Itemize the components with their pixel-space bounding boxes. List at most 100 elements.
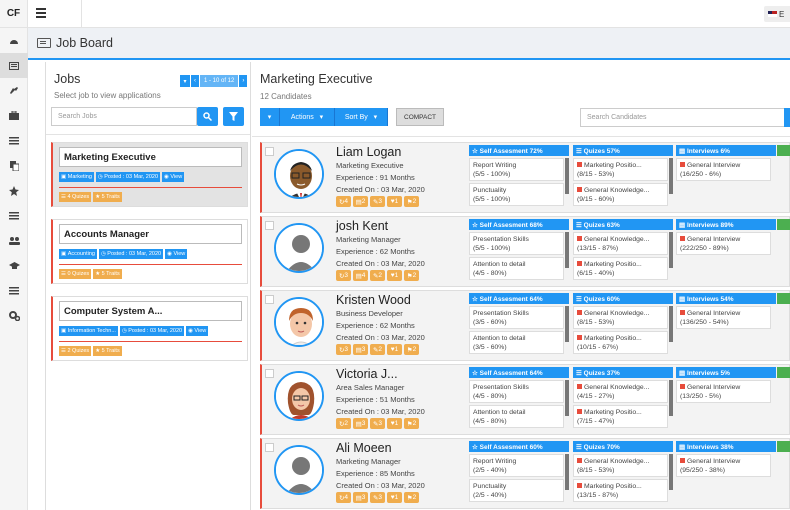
candidate-name[interactable]: Liam Logan	[336, 145, 402, 159]
candidate-card[interactable]: Kristen Wood Business Developer Experien…	[260, 290, 790, 361]
interviews-header[interactable]: ▤ Interviews 54%	[676, 293, 776, 304]
trash-icon	[577, 458, 582, 463]
quizes-tag: ☰ 4 Quizes	[59, 192, 92, 202]
scrollbar[interactable]	[565, 454, 569, 490]
search-candidates-input[interactable]: Search Candidates	[580, 108, 790, 127]
search-button[interactable]	[197, 107, 218, 126]
candidate-name[interactable]: Kristen Wood	[336, 293, 411, 307]
stat-badge: ⚑ 2	[404, 492, 419, 503]
page-header: Job Board	[28, 28, 790, 60]
interviews-header[interactable]: ▤ Interviews 6%	[676, 145, 776, 156]
candidate-name[interactable]: josh Kent	[336, 219, 389, 233]
interviews-header[interactable]: ▤ Interviews 38%	[676, 441, 776, 452]
settings-icon[interactable]	[0, 303, 28, 328]
select-dropdown-button[interactable]: ▾	[260, 108, 280, 126]
posted-tag: ◷ Posted : 03 Mar, 2020	[119, 326, 185, 336]
scrollbar[interactable]	[669, 306, 673, 342]
actions-dropdown[interactable]: Actions ▾	[280, 108, 335, 126]
stat-badges: ↻ 4 ▤ 3 ✎ 3 ♥ 1 ⚑ 2	[336, 492, 421, 503]
candidate-card[interactable]: Victoria J... Area Sales Manager Experie…	[260, 364, 790, 435]
copy-icon[interactable]	[0, 153, 28, 178]
wrench-icon[interactable]	[0, 78, 28, 103]
prev-page-button[interactable]: ‹	[191, 75, 199, 87]
jobs-panel: Jobs Select job to view applications ▾ ‹…	[45, 62, 251, 510]
scrollbar[interactable]	[669, 232, 673, 268]
quiz-item: Marketing Positio... (6/15 - 40%)	[573, 257, 668, 280]
candidate-name[interactable]: Victoria J...	[336, 367, 398, 381]
dashboard-icon[interactable]	[0, 28, 28, 53]
view-button[interactable]: ◉ View	[162, 172, 185, 182]
self-assessment-header[interactable]: ☆ Self Assesment 64%	[469, 293, 569, 304]
filter-button[interactable]	[223, 107, 244, 126]
interviews-header[interactable]: ▤ Interviews 5%	[676, 367, 776, 378]
users-icon[interactable]	[0, 228, 28, 253]
quizes-section: ☰ Quizes 70% General Knowledge... (8/15 -…	[573, 441, 673, 503]
scrollbar[interactable]	[565, 158, 569, 194]
view-button[interactable]: ◉ View	[165, 249, 188, 259]
scrollbar[interactable]	[565, 232, 569, 268]
trash-icon	[680, 458, 685, 463]
candidate-card[interactable]: Liam Logan Marketing Executive Experienc…	[260, 142, 790, 213]
candidate-checkbox[interactable]	[265, 295, 274, 304]
candidate-role: Marketing Manager	[336, 235, 401, 244]
stat-badges: ↻ 3 ▤ 4 ✎ 2 ♥ 1 ⚑ 2	[336, 270, 421, 281]
search-jobs-input[interactable]: Search Jobs	[51, 107, 197, 126]
trash-icon	[680, 162, 685, 167]
menu-toggle-icon[interactable]	[36, 8, 46, 18]
graduation-cap-icon[interactable]	[0, 253, 28, 278]
job-title: Marketing Executive	[59, 147, 242, 167]
candidate-card[interactable]: josh Kent Marketing Manager Experience :…	[260, 216, 790, 287]
quizes-header[interactable]: ☰ Quizes 37%	[573, 367, 673, 378]
list-icon[interactable]	[0, 128, 28, 153]
search-candidates-button[interactable]	[784, 108, 790, 127]
scrollbar[interactable]	[669, 158, 673, 194]
self-assessment-header[interactable]: ☆ Self Assesment 64%	[469, 367, 569, 378]
stat-badge: ✎ 3	[370, 418, 385, 429]
assessment-item: Presentation Skills (5/5 - 100%)	[469, 232, 564, 255]
job-card[interactable]: Accounts Manager ▣ Accounting ◷ Posted :…	[51, 219, 248, 284]
traits-tag: ★ 5 Traits	[93, 192, 122, 202]
scrollbar[interactable]	[669, 454, 673, 490]
job-board-icon[interactable]	[0, 53, 28, 78]
interviews-header[interactable]: ▤ Interviews 89%	[676, 219, 776, 230]
self-assessment-section: ☆ Self Assesment 60% Report Writing (2/5 …	[469, 441, 569, 503]
scrollbar[interactable]	[565, 306, 569, 342]
compact-toggle[interactable]: COMPACT	[396, 108, 445, 126]
self-assessment-header[interactable]: ☆ Self Assesment 68%	[469, 219, 569, 230]
list-icon[interactable]	[0, 278, 28, 303]
candidate-name[interactable]: Ali Moeen	[336, 441, 392, 455]
dropdown-caret-icon[interactable]: ▾	[180, 75, 190, 87]
department-tag: ▣ Accounting	[59, 249, 97, 259]
department-tag: ▣ Marketing	[59, 172, 94, 182]
sidebar: CF	[0, 0, 28, 510]
quizes-header[interactable]: ☰ Quizes 63%	[573, 219, 673, 230]
job-card[interactable]: Computer System A... ▣ Information Techn…	[51, 296, 248, 361]
candidate-checkbox[interactable]	[265, 221, 274, 230]
briefcase-icon[interactable]	[0, 103, 28, 128]
candidate-checkbox[interactable]	[265, 369, 274, 378]
quizes-header[interactable]: ☰ Quizes 57%	[573, 145, 673, 156]
app-logo[interactable]: CF	[0, 0, 27, 28]
self-assessment-header[interactable]: ☆ Self Assesment 60%	[469, 441, 569, 452]
quizes-header[interactable]: ☰ Quizes 60%	[573, 293, 673, 304]
self-assessment-header[interactable]: ☆ Self Assesment 72%	[469, 145, 569, 156]
list-icon[interactable]	[0, 203, 28, 228]
job-card[interactable]: Marketing Executive ▣ Marketing ◷ Posted…	[51, 142, 248, 207]
candidate-experience: Experience : 51 Months	[336, 395, 415, 404]
interviews-section: ▤ Interviews 5% General Interview (13/250…	[676, 367, 776, 429]
interviews-section: ▤ Interviews 54% General Interview (136/2…	[676, 293, 776, 355]
scrollbar[interactable]	[565, 380, 569, 416]
candidate-checkbox[interactable]	[265, 147, 274, 156]
next-page-button[interactable]: ›	[239, 75, 248, 87]
star-icon[interactable]	[0, 178, 28, 203]
view-button[interactable]: ◉ View	[186, 326, 209, 336]
language-selector[interactable]: E	[764, 6, 790, 22]
quizes-header[interactable]: ☰ Quizes 70%	[573, 441, 673, 452]
candidate-card[interactable]: Ali Moeen Marketing Manager Experience :…	[260, 438, 790, 509]
department-tag: ▣ Information Techn...	[59, 326, 118, 336]
scrollbar[interactable]	[669, 380, 673, 416]
trash-icon	[577, 384, 582, 389]
sort-by-dropdown[interactable]: Sort By ▾	[335, 108, 388, 126]
quiz-item: General Knowledge... (8/15 - 53%)	[573, 306, 668, 329]
candidate-checkbox[interactable]	[265, 443, 274, 452]
